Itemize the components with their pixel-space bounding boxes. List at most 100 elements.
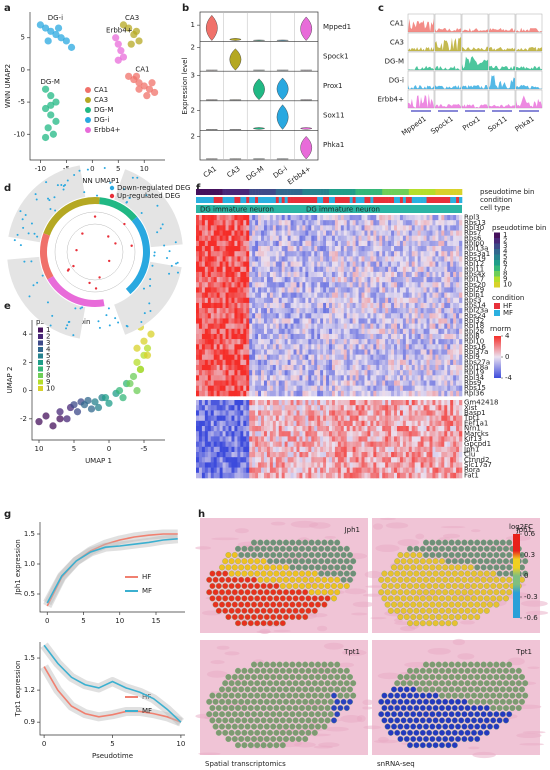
- heatmap-cell: [228, 431, 232, 437]
- heatmap-cell: [346, 339, 350, 345]
- heatmap-cell: [216, 302, 220, 309]
- heatmap-cell: [396, 308, 401, 314]
- heatmap-cell: [284, 344, 288, 350]
- heatmap-cell: [432, 246, 436, 252]
- heatmap-cell: [385, 215, 389, 221]
- heatmap-cell: [216, 292, 220, 299]
- heatmap-cell: [355, 436, 359, 442]
- heatmap-cell: [272, 441, 277, 448]
- heatmap-cell: [423, 426, 427, 432]
- heatmap-cell: [269, 400, 274, 406]
- heatmap-cell: [263, 333, 268, 340]
- heatmap-cell: [450, 235, 454, 242]
- heatmap-cell: [396, 246, 401, 252]
- heatmap-cell: [234, 426, 238, 432]
- heatmap-cell: [204, 446, 209, 453]
- heatmap-cell: [329, 426, 333, 432]
- heatmap-cell: [287, 339, 291, 345]
- heatmap-cell: [287, 359, 291, 366]
- heatmap-cell: [394, 240, 398, 247]
- heatmap-cell: [367, 354, 371, 361]
- heatmap-cell: [216, 333, 220, 340]
- heatmap-cell: [308, 328, 312, 335]
- track-condition: [352, 197, 356, 203]
- deg-point: [140, 212, 143, 215]
- heatmap-cell: [394, 462, 398, 468]
- heatmap-cell: [201, 410, 206, 416]
- heatmap-cell: [355, 344, 359, 350]
- heatmap-cell: [385, 354, 389, 361]
- heatmap-cell: [293, 261, 297, 268]
- heatmap-cell: [340, 405, 345, 411]
- heatmap-cell: [346, 323, 350, 330]
- heatmap-cell: [414, 328, 418, 335]
- heatmap-cell: [228, 287, 232, 293]
- heatmap-cell: [331, 344, 336, 350]
- heatmap-cell: [196, 426, 200, 432]
- heatmap-cell: [405, 225, 410, 231]
- track-bin: [290, 189, 294, 195]
- track-bin: [293, 189, 297, 195]
- heatmap-cell: [435, 277, 439, 283]
- heatmap-cell: [323, 385, 327, 392]
- heatmap-cell: [225, 385, 229, 392]
- heatmap-cell: [252, 235, 256, 242]
- heatmap-cell: [453, 415, 457, 422]
- heatmap-cell: [228, 446, 232, 453]
- heatmap-cell: [331, 292, 336, 299]
- heatmap-cell: [231, 287, 235, 293]
- heatmap-cell: [334, 261, 339, 268]
- heatmap-cell: [367, 380, 371, 386]
- heatmap-cell: [272, 390, 277, 397]
- heatmap-cell: [417, 261, 421, 268]
- heatmap-cell: [459, 431, 463, 437]
- heatmap-cell: [281, 308, 285, 314]
- heatmap-cell: [329, 462, 333, 468]
- heatmap-cell: [240, 344, 244, 350]
- heatmap-cell: [370, 297, 374, 304]
- heatmap-cell: [435, 251, 439, 257]
- heatmap-cell: [453, 297, 457, 304]
- heatmap-cell: [255, 246, 259, 252]
- heatmap-cell: [373, 380, 377, 386]
- heatmap-cell: [234, 333, 238, 340]
- heatmap-cell: [326, 261, 330, 268]
- heatmap-cell: [435, 215, 439, 221]
- heatmap-cell: [399, 297, 404, 304]
- heatmap-cell: [358, 323, 362, 330]
- heatmap-cell: [361, 375, 365, 381]
- heatmap-cell: [196, 385, 200, 392]
- heatmap-cell: [281, 292, 285, 299]
- heatmap-cell: [293, 457, 297, 463]
- heatmap-cell: [317, 426, 321, 432]
- heatmap-cell: [402, 441, 407, 448]
- heatmap-cell: [349, 313, 353, 319]
- heatmap-cell: [370, 344, 374, 350]
- heatmap-cell: [308, 436, 312, 442]
- track-bin: [263, 189, 268, 195]
- heatmap-cell: [414, 308, 418, 314]
- heatmap-cell: [417, 318, 421, 324]
- track-bin: [373, 189, 377, 195]
- heatmap-cell: [385, 375, 389, 381]
- heatmap-cell: [432, 240, 436, 247]
- heatmap-cell: [326, 323, 330, 330]
- heatmap-cell: [396, 359, 401, 366]
- heatmap-cell: [355, 410, 359, 416]
- heatmap-cell: [287, 318, 291, 324]
- heatmap-cell: [207, 215, 212, 221]
- heatmap-cell: [219, 462, 223, 468]
- heatmap-cell: [334, 436, 339, 442]
- heatmap-cell: [358, 318, 362, 324]
- heatmap-cell: [284, 215, 288, 221]
- heatmap-cell: [326, 328, 330, 335]
- heatmap-cell: [432, 452, 436, 458]
- heatmap-cell: [201, 339, 206, 345]
- heatmap-cell: [426, 235, 430, 242]
- heatmap-cell: [249, 282, 253, 288]
- heatmap-cell: [302, 426, 306, 432]
- heatmap-cell: [456, 261, 460, 268]
- heatmap-cell: [228, 266, 232, 273]
- heatmap-cell: [272, 292, 277, 299]
- heatmap-cell: [228, 462, 232, 468]
